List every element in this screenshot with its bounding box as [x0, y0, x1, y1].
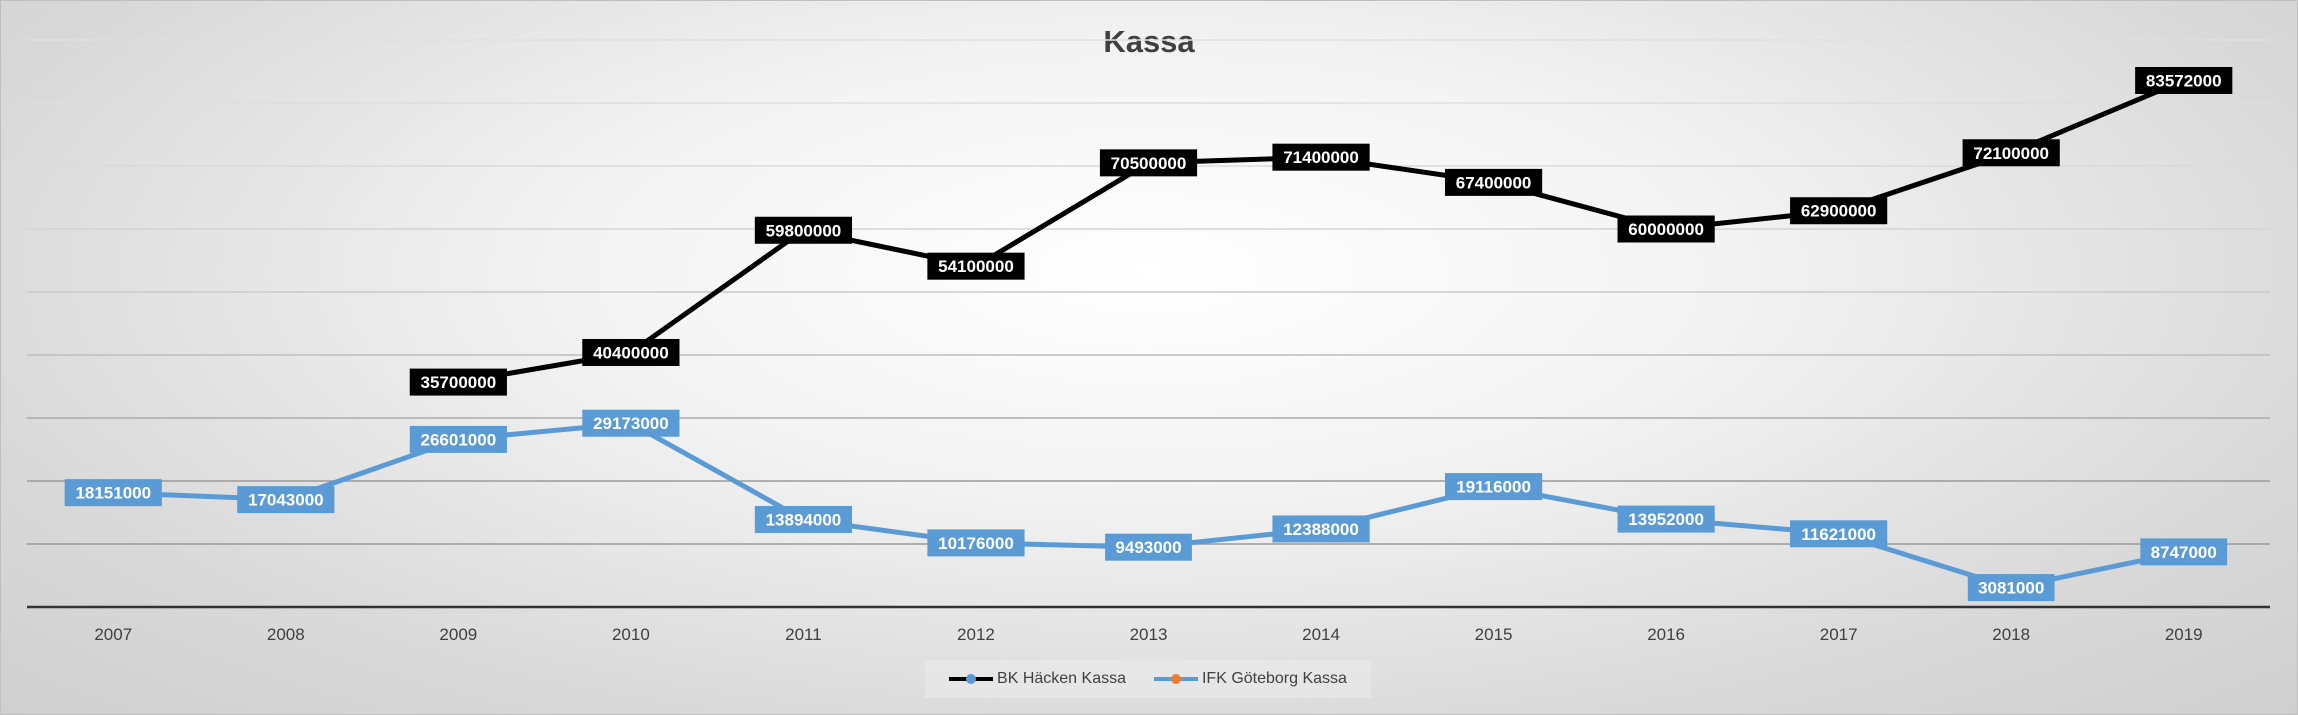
data-label-box — [1617, 505, 1715, 533]
legend-item-hacken: BK Häcken Kassa — [949, 670, 1126, 688]
x-tick-label: 2008 — [267, 625, 305, 644]
data-label-box — [927, 252, 1025, 280]
data-label: 83572000 — [2146, 71, 2222, 90]
x-tick-label: 2010 — [612, 625, 650, 644]
data-label: 13952000 — [1628, 510, 1704, 529]
x-tick-label: 2009 — [439, 625, 477, 644]
data-label-box — [64, 479, 162, 507]
data-label-box — [754, 505, 853, 533]
data-label-box — [1967, 574, 2055, 602]
data-label-box — [1272, 515, 1370, 543]
data-label: 9493000 — [1115, 538, 1181, 557]
data-label-box — [409, 425, 507, 453]
chart-title: Kassa — [1103, 24, 1195, 59]
data-label: 60000000 — [1628, 220, 1704, 239]
data-label-box — [409, 368, 507, 396]
data-label: 19116000 — [1456, 478, 1531, 497]
data-label: 40400000 — [593, 343, 669, 362]
data-label: 8747000 — [2151, 543, 2217, 562]
data-label-box — [2140, 538, 2228, 566]
series-line-0 — [457, 78, 2185, 385]
data-label-box — [1099, 149, 1198, 177]
data-label: 59800000 — [766, 221, 842, 240]
x-tick-label: 2014 — [1302, 625, 1340, 644]
data-label: 70500000 — [1111, 154, 1187, 173]
data-label: 17043000 — [248, 491, 324, 510]
data-label-box — [237, 486, 335, 514]
data-label-box — [582, 409, 680, 437]
data-label-box — [1105, 533, 1192, 561]
x-tick-label: 2013 — [1130, 625, 1168, 644]
data-label: 11621000 — [1801, 525, 1876, 544]
data-label: 35700000 — [421, 373, 497, 392]
data-label: 3081000 — [1978, 579, 2044, 598]
data-label-box — [2135, 66, 2233, 94]
x-tick-label: 2011 — [785, 625, 822, 644]
x-tick-label: 2019 — [2165, 625, 2203, 644]
data-label: 12388000 — [1283, 520, 1359, 539]
data-label-box — [1790, 197, 1888, 225]
legend-label-hacken: BK Häcken Kassa — [997, 670, 1126, 687]
data-label: 10176000 — [938, 534, 1014, 553]
data-label: 54100000 — [938, 257, 1014, 276]
data-label: 26601000 — [421, 430, 497, 449]
data-label: 13894000 — [766, 510, 842, 529]
chart-legend: BK Häcken Kassa IFK Göteborg Kassa — [925, 660, 1371, 698]
x-tick-label: 2017 — [1820, 625, 1858, 644]
data-label-box — [927, 529, 1025, 557]
x-tick-label: 2007 — [94, 625, 132, 644]
data-label-box — [754, 216, 853, 244]
data-label: 72100000 — [1973, 144, 2049, 163]
data-label-box — [582, 338, 680, 366]
data-label: 29173000 — [593, 414, 669, 433]
data-label-box — [1790, 520, 1888, 548]
x-tick-label: 2015 — [1475, 625, 1513, 644]
x-tick-label: 2016 — [1647, 625, 1685, 644]
legend-swatch-goteborg — [1153, 672, 1198, 686]
legend-label-goteborg: IFK Göteborg Kassa — [1201, 670, 1347, 687]
data-label-box — [1272, 143, 1370, 171]
data-label: 71400000 — [1283, 148, 1359, 167]
x-tick-label: 2018 — [1992, 625, 2030, 644]
legend-item-goteborg: IFK Göteborg Kassa — [1153, 670, 1347, 688]
data-label-box — [1962, 139, 2060, 167]
legend-swatch-hacken — [949, 672, 994, 686]
data-label: 62900000 — [1801, 202, 1877, 221]
data-label-box — [1444, 168, 1543, 196]
data-label-box — [1444, 473, 1543, 501]
data-label: 18151000 — [75, 484, 151, 503]
x-tick-label: 2012 — [957, 625, 995, 644]
data-label-box — [1617, 215, 1715, 243]
data-label: 67400000 — [1456, 173, 1532, 192]
